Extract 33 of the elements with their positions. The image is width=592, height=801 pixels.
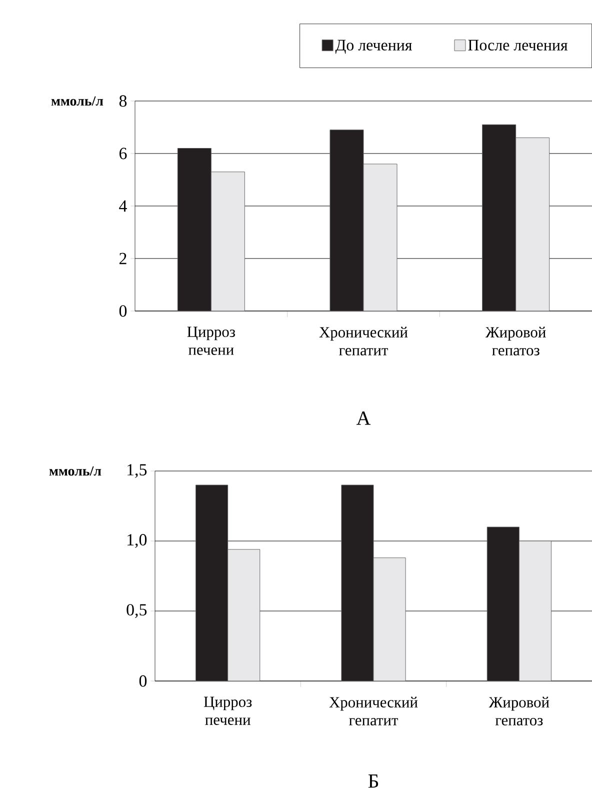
y-tick-label: 0 bbox=[119, 305, 127, 317]
bar bbox=[516, 138, 550, 311]
y-tick-label: 0 bbox=[139, 675, 147, 687]
x-tick-label: Жировой гепатоз bbox=[488, 696, 550, 726]
bar bbox=[330, 130, 364, 311]
x-tick-label: Хронический гепатит bbox=[329, 696, 418, 726]
bar bbox=[228, 549, 260, 681]
y-tick-label: 8 bbox=[119, 95, 127, 107]
x-tick-label: Хронический гепатит bbox=[319, 326, 408, 356]
bar bbox=[373, 558, 406, 681]
bar bbox=[177, 148, 212, 311]
y-tick-label: 1,5 bbox=[128, 464, 147, 478]
y-tick-label: 0,5 bbox=[126, 604, 147, 618]
x-tick-label: Жировой гепатоз bbox=[485, 326, 546, 356]
y-axis-title: ммоль/л bbox=[49, 466, 102, 476]
x-tick-label: Цирроз печени bbox=[187, 326, 235, 355]
y-tick-label: 1,0 bbox=[128, 534, 147, 548]
legend-label: После лечения bbox=[468, 40, 568, 50]
y-tick-label: 2 bbox=[120, 252, 126, 264]
bar bbox=[363, 164, 398, 311]
legend-label: До лечения bbox=[335, 40, 412, 54]
bar bbox=[518, 540, 552, 681]
text: Б bbox=[368, 774, 378, 788]
y-tick-label: 6 bbox=[119, 148, 127, 160]
bar bbox=[196, 484, 228, 681]
y-tick-label: 4 bbox=[119, 200, 127, 212]
bar bbox=[482, 124, 516, 311]
bar bbox=[210, 172, 245, 311]
bar bbox=[486, 526, 520, 681]
text: А bbox=[356, 412, 371, 425]
x-tick-label: Цирроз печени bbox=[204, 696, 252, 725]
y-axis-title: ммоль/л bbox=[51, 96, 104, 106]
bar bbox=[341, 484, 374, 681]
